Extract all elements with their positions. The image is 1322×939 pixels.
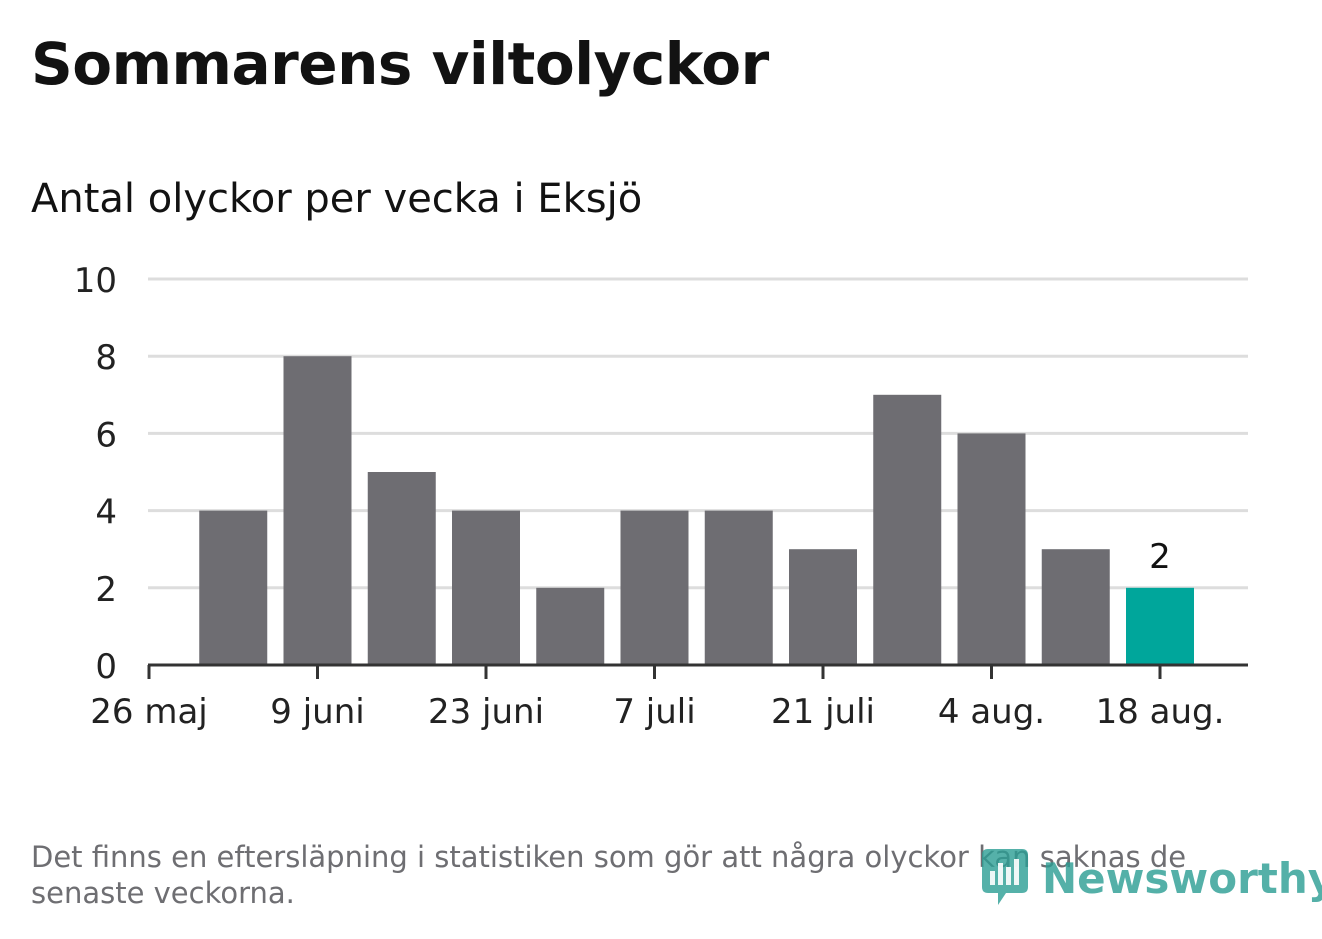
chart-title: Sommarens viltolyckor: [31, 30, 769, 98]
bar: [873, 394, 942, 665]
bar: [452, 510, 520, 665]
y-tick-label: 6: [95, 415, 117, 455]
bar: [1041, 549, 1110, 665]
bar: [789, 549, 857, 665]
y-tick-label: 10: [74, 261, 117, 301]
bar-chart: 0 2 4 6 8 10 2 26 maj 9 juni 23 juni 7 juli 21 juli…: [74, 261, 1248, 732]
bar: [704, 510, 773, 665]
bar: [536, 587, 605, 665]
newsworthy-logo: Newsworthy: [980, 846, 1322, 910]
y-tick-label: 4: [95, 493, 117, 533]
x-tick-label: 21 juli: [771, 692, 875, 732]
bar-data-label: 2: [1149, 537, 1171, 577]
x-tick-label: 18 aug.: [1096, 692, 1225, 732]
y-tick-label: 0: [95, 647, 117, 687]
chart-subtitle: Antal olyckor per vecka i Eksjö: [31, 176, 643, 222]
newsworthy-logo-icon: [982, 849, 1028, 905]
bar: [199, 510, 268, 665]
bar: [620, 510, 689, 665]
x-tick-label: 23 juni: [428, 692, 544, 732]
x-tick-label: 4 aug.: [938, 692, 1045, 732]
bar: [957, 433, 1026, 665]
newsworthy-logo-text: Newsworthy: [1042, 853, 1322, 903]
bar-highlight: [1126, 587, 1194, 665]
x-tick-label: 26 maj: [90, 692, 207, 732]
x-tick-label: 7 juli: [613, 692, 695, 732]
bar: [367, 472, 436, 665]
x-tick-label: 9 juni: [270, 692, 364, 732]
y-tick-label: 8: [95, 338, 117, 378]
bar: [283, 356, 352, 665]
y-tick-label: 2: [95, 570, 117, 610]
